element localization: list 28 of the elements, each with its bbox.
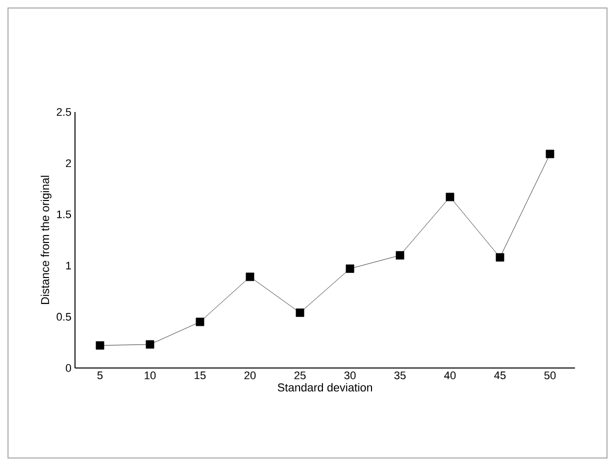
x-tick-label: 40 [444,372,456,380]
point [296,308,304,317]
y-tick-label: 2 [66,159,71,168]
y-tick-label: 2.5 [56,108,72,116]
point [146,340,154,349]
x-tick-label: 10 [144,372,156,380]
point [196,318,204,326]
y-tick-label: 1.5 [57,210,72,218]
x-tick-label: 45 [494,372,506,380]
point [546,150,554,158]
x-tick-label: 25 [294,372,306,380]
x-tick-label: 35 [394,372,406,380]
point [246,272,254,282]
point [446,192,454,202]
x-axis-title: Standard deviation [278,383,372,392]
y-tick-label: 0 [66,364,72,372]
y-tick-label: 0.5 [56,312,72,321]
y-axis-title: Distance from the original [40,176,52,304]
point [396,251,404,260]
x-tick-label: 30 [344,372,356,380]
point [96,341,104,350]
x-tick-label: 5 [97,372,103,380]
y-tick-label: 1 [66,262,71,270]
x-tick-label: 50 [544,372,556,380]
point [346,264,354,273]
point [496,253,504,262]
x-tick-label: 15 [194,372,206,380]
x-tick-label: 20 [244,372,256,380]
